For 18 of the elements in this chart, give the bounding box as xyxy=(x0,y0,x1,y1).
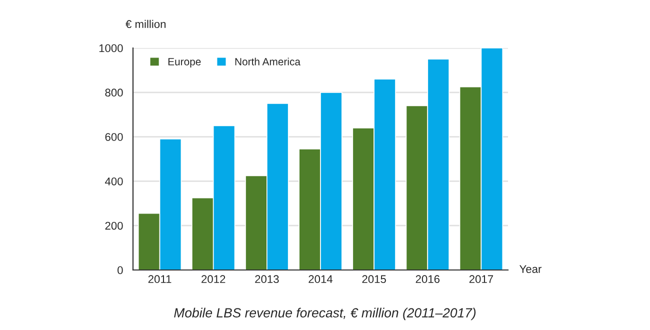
y-tick-label: 600 xyxy=(105,133,123,141)
x-tick-label: 2012 xyxy=(202,275,226,284)
legend-label: Europe xyxy=(168,58,201,68)
y-tick-label: 800 xyxy=(105,88,123,97)
x-tick-label: 2017 xyxy=(469,275,494,284)
x-tick-label: 2014 xyxy=(308,275,333,284)
y-tick-label: 1000 xyxy=(99,44,123,52)
y-tick-label: 0 xyxy=(118,266,123,274)
y-tick-label: 200 xyxy=(105,222,123,230)
text: Mobile LBS revenue forecast, € million (2011–2017) xyxy=(174,308,476,320)
x-tick-label: 2011 xyxy=(148,275,172,284)
x-tick-label: 2016 xyxy=(416,275,440,284)
y-axis-title: € million xyxy=(126,20,166,28)
x-tick-label: 2015 xyxy=(362,275,386,284)
legend-label: North America xyxy=(235,58,300,66)
x-tick-label: 2013 xyxy=(255,275,279,284)
x-axis-title: Year xyxy=(519,265,542,273)
y-tick-label: 400 xyxy=(104,177,123,186)
